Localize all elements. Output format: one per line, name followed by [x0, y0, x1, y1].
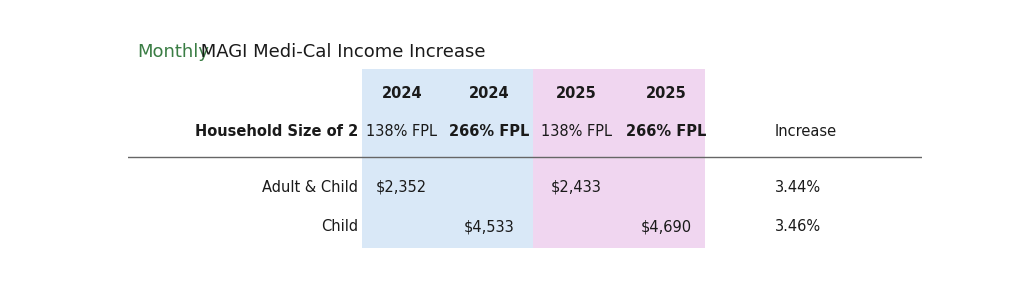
- Text: $4,533: $4,533: [464, 219, 514, 234]
- Text: $4,690: $4,690: [640, 219, 691, 234]
- Text: $2,433: $2,433: [551, 180, 602, 195]
- Text: Monthly: Monthly: [137, 43, 210, 61]
- Text: Household Size of 2: Household Size of 2: [195, 124, 358, 139]
- Text: 138% FPL: 138% FPL: [541, 124, 612, 139]
- Text: 266% FPL: 266% FPL: [449, 124, 529, 139]
- Text: 2025: 2025: [556, 85, 597, 101]
- Bar: [362, 69, 532, 248]
- Text: MAGI Medi-Cal Income Increase: MAGI Medi-Cal Income Increase: [196, 43, 486, 61]
- Text: 2024: 2024: [469, 85, 509, 101]
- Text: 138% FPL: 138% FPL: [367, 124, 437, 139]
- Text: $2,352: $2,352: [376, 180, 427, 195]
- Text: Increase: Increase: [775, 124, 837, 139]
- Text: 266% FPL: 266% FPL: [626, 124, 707, 139]
- Text: 3.44%: 3.44%: [775, 180, 821, 195]
- Text: 2025: 2025: [646, 85, 686, 101]
- Text: 2024: 2024: [382, 85, 422, 101]
- Bar: [532, 69, 705, 248]
- Text: Child: Child: [321, 219, 358, 234]
- Text: Adult & Child: Adult & Child: [262, 180, 358, 195]
- Text: 3.46%: 3.46%: [775, 219, 821, 234]
